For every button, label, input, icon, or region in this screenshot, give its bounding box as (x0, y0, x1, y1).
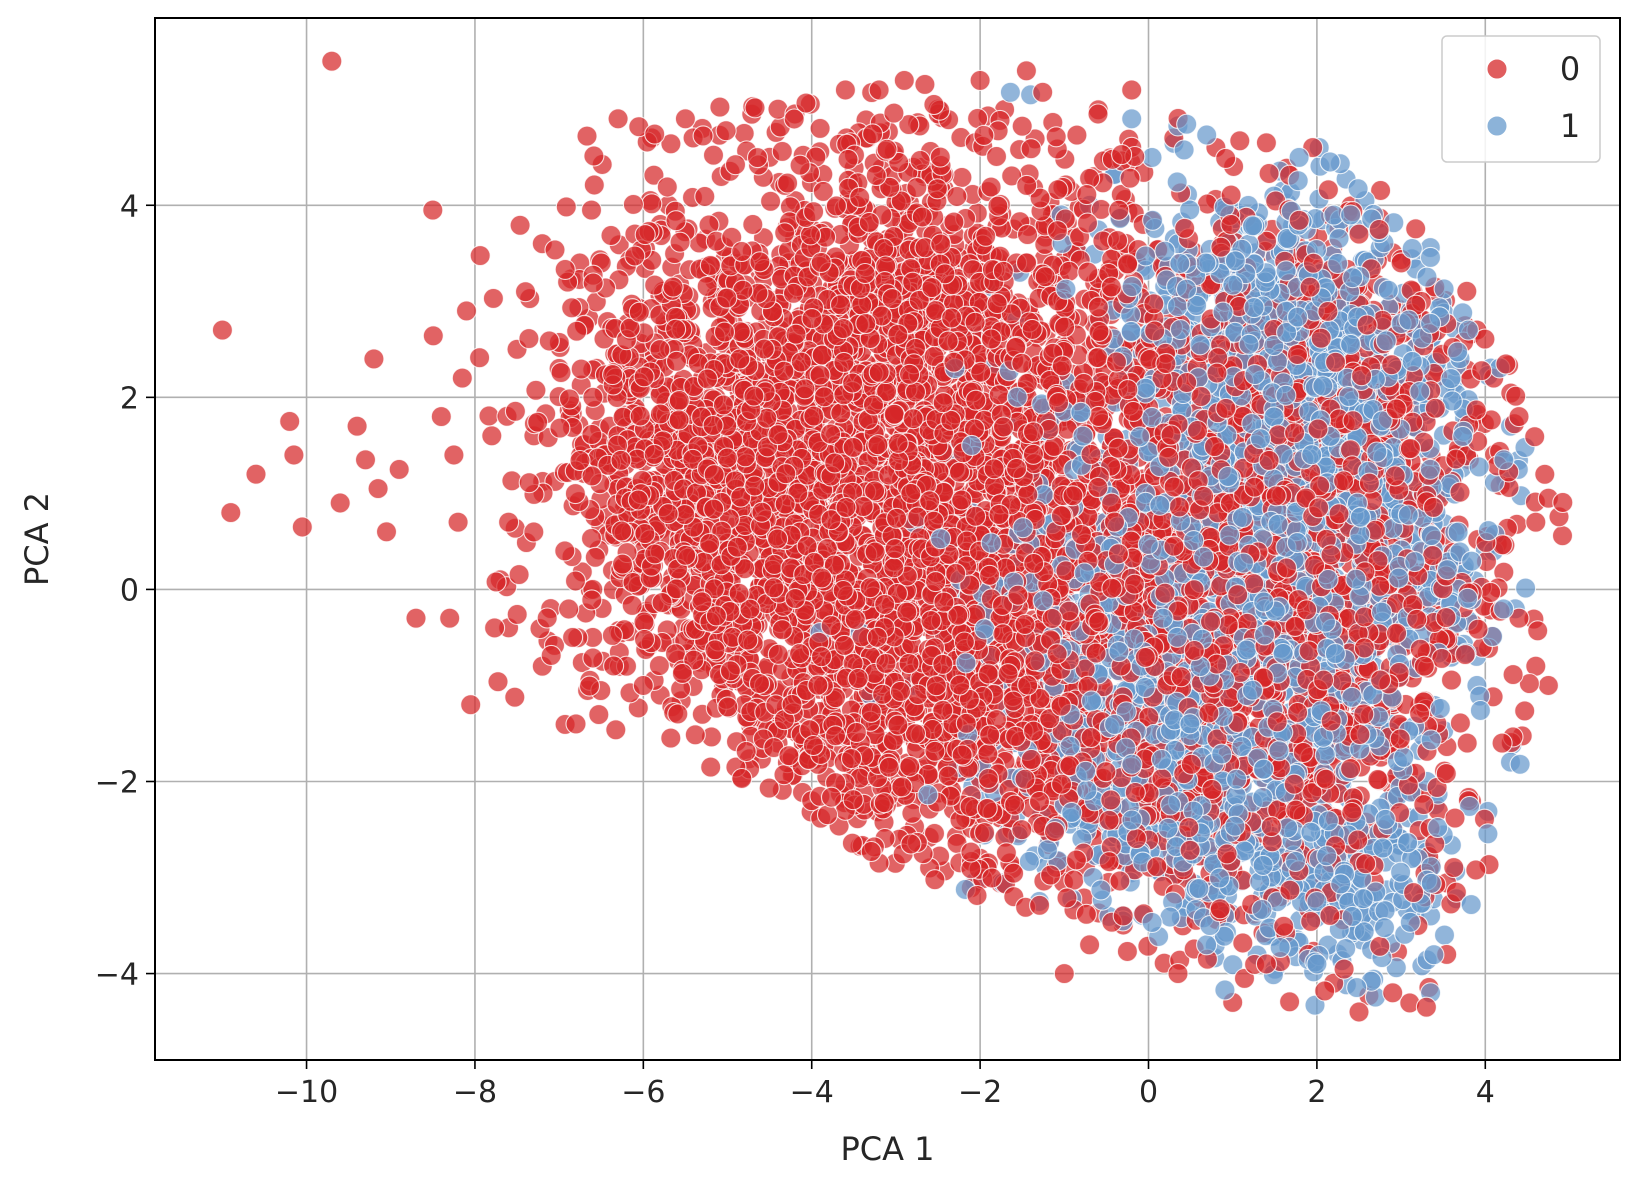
data-point-series-0 (1537, 674, 1559, 697)
data-point-series-0 (834, 79, 856, 101)
data-point-series-0 (607, 108, 629, 130)
data-point-series-0 (1066, 124, 1088, 146)
data-point-series-0 (700, 756, 722, 778)
data-point-series-0 (447, 511, 469, 533)
data-point-series-0 (1443, 857, 1465, 879)
data-point-series-0 (527, 411, 549, 433)
data-point-series-0 (576, 125, 598, 147)
data-point-series-0 (583, 174, 605, 196)
data-point-series-1 (1121, 108, 1143, 130)
data-point-series-0 (946, 185, 968, 208)
data-point-series-0 (1167, 963, 1189, 985)
data-point-series-0 (455, 300, 478, 322)
data-point-series-0 (1370, 179, 1392, 202)
data-point-series-0 (481, 425, 503, 447)
data-point-series-0 (809, 117, 831, 139)
data-point-series-0 (523, 521, 545, 543)
data-point-series-0 (1525, 511, 1547, 533)
data-point-series-0 (321, 50, 343, 72)
data-point-series-0 (715, 120, 737, 142)
data-point-series-0 (283, 444, 305, 466)
data-point-series-0 (460, 694, 482, 716)
data-point-series-0 (643, 164, 665, 186)
data-point-series-0 (1053, 963, 1075, 985)
data-point-series-0 (641, 193, 663, 215)
data-point-series-0 (914, 73, 936, 95)
data-point-series-0 (469, 245, 491, 267)
data-point-series-1 (1222, 954, 1244, 976)
data-point-series-0 (561, 297, 583, 319)
data-point-series-0 (1502, 664, 1524, 686)
data-point-series-0 (1255, 132, 1277, 154)
data-point-series-0 (478, 405, 500, 427)
data-point-series-0 (498, 511, 520, 533)
data-point-series-1 (1433, 924, 1456, 946)
data-point-series-0 (733, 122, 755, 144)
data-point-series-0 (674, 108, 696, 130)
data-point-series-0 (484, 617, 506, 639)
data-point-series-0 (1121, 79, 1143, 101)
data-point-series-0 (485, 571, 507, 593)
data-point-series-0 (509, 214, 531, 236)
data-point-series-0 (1551, 525, 1574, 547)
data-point-series-0 (291, 516, 313, 538)
data-point-series-0 (469, 347, 491, 369)
data-point-series-0 (555, 196, 577, 218)
data-point-series-0 (901, 802, 923, 824)
data-point-series-0 (605, 719, 627, 741)
data-point-series-0 (1011, 115, 1033, 137)
data-point-series-0 (1063, 869, 1085, 891)
data-point-series-0 (923, 822, 946, 844)
data-point-series-0 (1333, 958, 1355, 980)
data-point-series-0 (702, 144, 725, 166)
data-point-series-0 (1534, 463, 1556, 485)
scatter-points (211, 50, 1574, 1023)
data-point-series-0 (1015, 60, 1037, 82)
data-point-series-0 (443, 444, 465, 466)
data-point-series-0 (951, 166, 973, 188)
data-point-series-0 (279, 410, 301, 432)
data-point-series-0 (367, 478, 389, 500)
data-point-series-0 (868, 79, 890, 101)
data-point-series-0 (405, 607, 427, 629)
data-point-series-0 (760, 190, 782, 212)
data-point-series-0 (1087, 103, 1109, 125)
data-point-series-0 (504, 686, 526, 708)
data-point-series-0 (518, 472, 540, 494)
data-point-series-0 (506, 603, 528, 625)
data-point-series-0 (1079, 934, 1101, 956)
